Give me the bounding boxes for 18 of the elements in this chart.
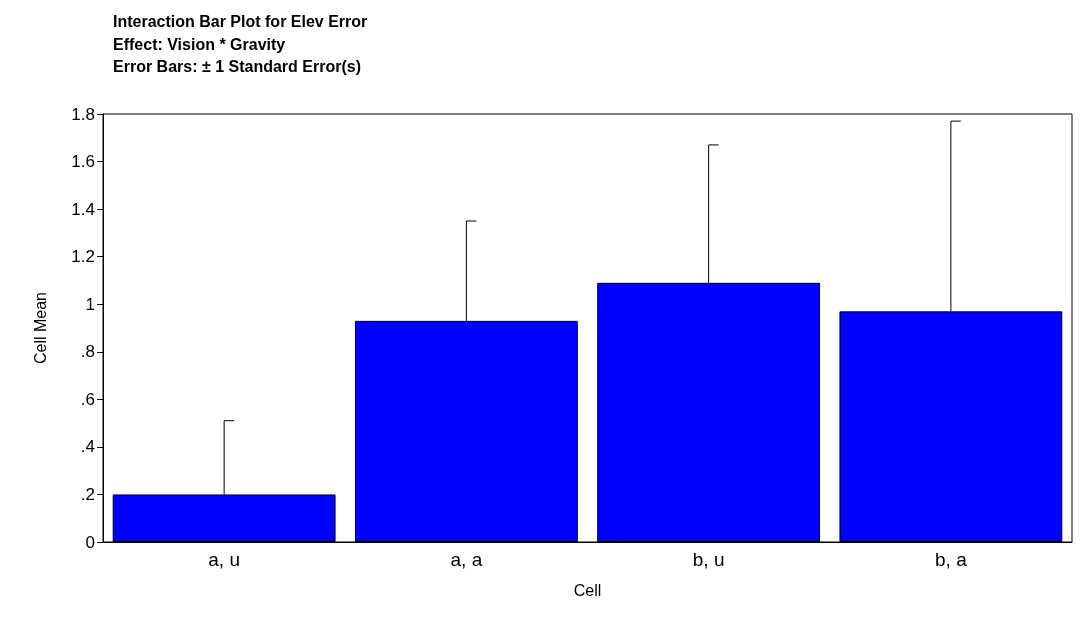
- chart-title: Interaction Bar Plot for Elev Error: [113, 12, 368, 30]
- x-tick-label: b, u: [692, 549, 725, 570]
- x-tick-label: a, a: [450, 549, 483, 570]
- y-tick-label: 0: [85, 532, 95, 552]
- y-tick-label: 1.8: [71, 104, 95, 124]
- y-tick-label: .8: [80, 342, 95, 362]
- y-tick-label: .4: [80, 437, 95, 457]
- y-tick-label: 1: [85, 294, 95, 314]
- y-axis-title: Cell Mean: [31, 291, 49, 365]
- x-axis-title: Cell: [573, 581, 602, 599]
- y-tick-label: 1.2: [71, 247, 95, 267]
- chart-subtitle: Effect: Vision * Gravity Error Bars: ± 1 Standard Error(s): [113, 35, 361, 75]
- y-tick-label: 1.6: [71, 152, 95, 172]
- y-tick-label: 1.4: [71, 199, 95, 219]
- x-tick-label: b, a: [935, 549, 968, 570]
- y-tick-label: .6: [80, 389, 95, 409]
- x-tick-label: a, u: [208, 549, 240, 570]
- y-tick-label: .2: [80, 484, 95, 504]
